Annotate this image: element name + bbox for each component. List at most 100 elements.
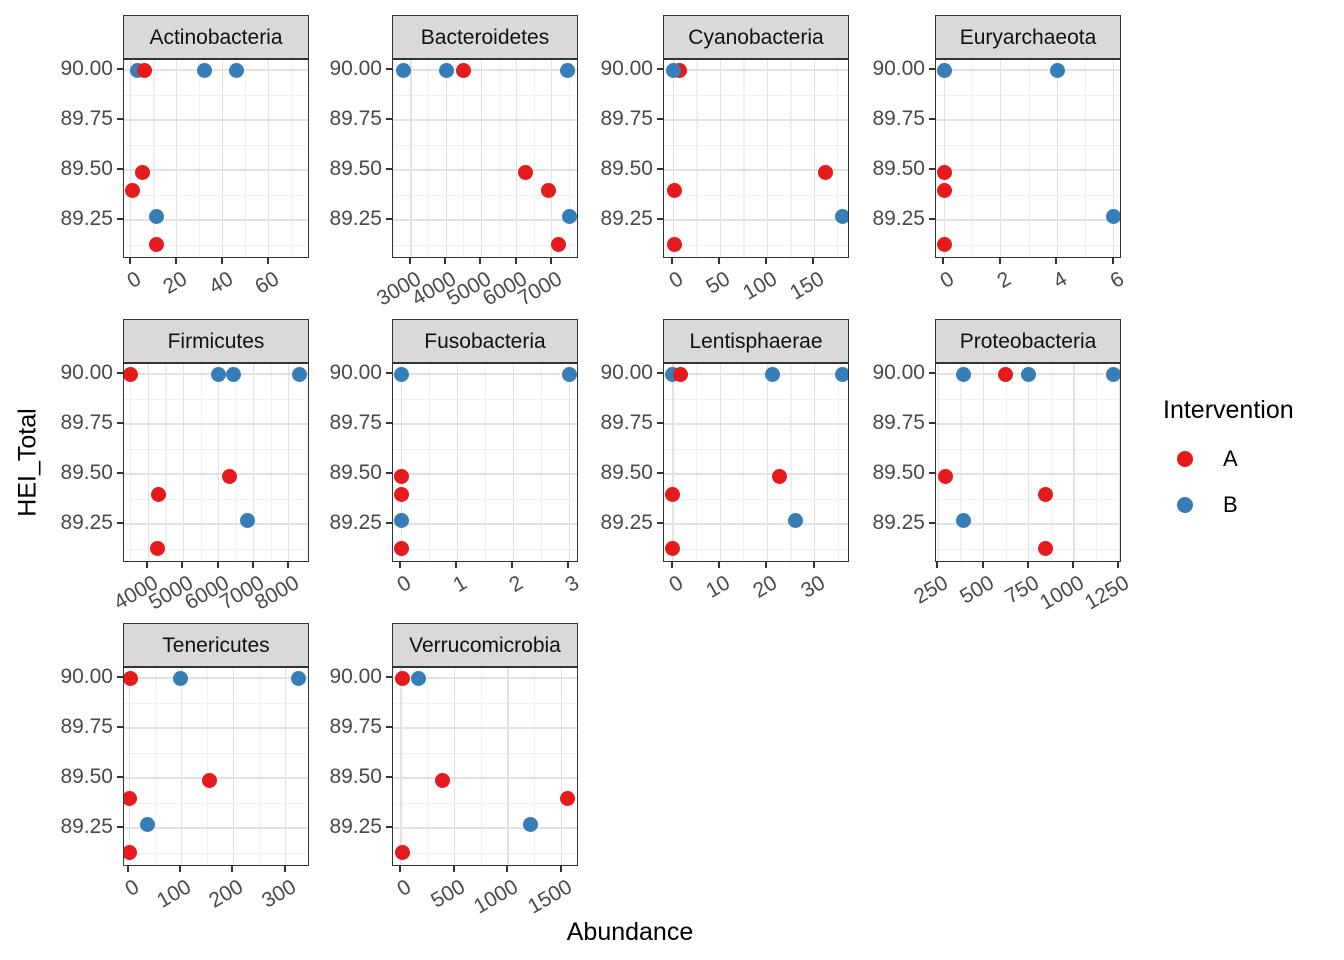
x-tick-mark bbox=[179, 866, 182, 872]
gridline bbox=[393, 827, 577, 829]
gridline bbox=[410, 60, 412, 257]
y-tick-label: 89.75 bbox=[600, 107, 653, 130]
data-point bbox=[240, 512, 256, 528]
gridline bbox=[813, 364, 816, 561]
gridline bbox=[258, 668, 261, 865]
facet-title: Verrucomicrobia bbox=[409, 633, 561, 657]
data-point bbox=[936, 62, 952, 78]
gridline bbox=[393, 119, 577, 121]
gridline bbox=[124, 144, 308, 146]
gridline bbox=[696, 60, 698, 257]
data-point bbox=[393, 486, 409, 502]
gridline bbox=[165, 364, 167, 561]
y-tick-mark bbox=[657, 218, 663, 220]
gridline bbox=[456, 364, 458, 561]
gridline bbox=[393, 169, 577, 171]
gridline bbox=[393, 852, 577, 854]
gridline bbox=[124, 827, 308, 829]
y-tick-mark bbox=[117, 422, 123, 424]
gridline bbox=[393, 677, 577, 679]
data-point bbox=[1037, 540, 1053, 556]
facet-panel bbox=[663, 363, 849, 562]
y-tick-label: 90.00 bbox=[60, 361, 113, 384]
facet-title: Proteobacteria bbox=[959, 329, 1097, 353]
gridline bbox=[568, 364, 571, 561]
y-tick-label: 89.50 bbox=[600, 157, 653, 180]
gridline bbox=[936, 94, 1120, 96]
gridline bbox=[743, 364, 745, 561]
x-tick-mark bbox=[181, 562, 184, 568]
data-point bbox=[771, 468, 787, 484]
gridline bbox=[393, 523, 577, 525]
data-point bbox=[1049, 62, 1065, 78]
gridline bbox=[200, 364, 202, 561]
x-tick-mark bbox=[266, 258, 269, 264]
y-tick-mark bbox=[386, 776, 392, 778]
gridline bbox=[1050, 364, 1053, 561]
y-tick-label: 90.00 bbox=[60, 665, 113, 688]
facet-title: Actinobacteria bbox=[149, 25, 283, 49]
gridline bbox=[393, 702, 577, 704]
data-point bbox=[229, 62, 245, 78]
gridline bbox=[199, 60, 201, 257]
gridline bbox=[268, 60, 270, 257]
facet-title: Tenericutes bbox=[162, 633, 270, 657]
x-tick-mark bbox=[765, 258, 768, 264]
y-tick-mark bbox=[117, 472, 123, 474]
gridline bbox=[393, 144, 577, 146]
gridline bbox=[124, 802, 308, 804]
data-point bbox=[291, 670, 307, 686]
gridline bbox=[453, 668, 456, 865]
x-tick-mark bbox=[506, 866, 509, 872]
y-tick-label: 89.25 bbox=[600, 207, 653, 230]
y-tick-mark bbox=[386, 168, 392, 170]
data-point bbox=[665, 486, 681, 502]
data-point bbox=[835, 366, 848, 382]
gridline bbox=[664, 473, 848, 475]
facet-panel bbox=[935, 59, 1121, 258]
y-tick-mark bbox=[386, 68, 392, 70]
gridline bbox=[235, 364, 237, 561]
gridline bbox=[1000, 60, 1002, 257]
x-tick-mark bbox=[283, 866, 286, 872]
legend-label-a: A bbox=[1223, 446, 1238, 471]
gridline bbox=[664, 523, 848, 525]
gridline bbox=[124, 752, 308, 754]
gridline bbox=[672, 60, 674, 257]
gridline bbox=[743, 60, 745, 257]
x-tick-mark bbox=[765, 562, 768, 568]
y-tick-label: 90.00 bbox=[329, 665, 382, 688]
y-tick-mark bbox=[117, 118, 123, 120]
x-tick-mark bbox=[231, 866, 234, 872]
gridline bbox=[790, 60, 792, 257]
data-point bbox=[560, 62, 576, 78]
y-tick-mark bbox=[386, 522, 392, 524]
data-point bbox=[936, 236, 952, 252]
gridline bbox=[664, 119, 848, 121]
y-tick-mark bbox=[117, 776, 123, 778]
gridline bbox=[130, 364, 132, 561]
gridline bbox=[936, 244, 1120, 246]
y-tick-mark bbox=[929, 522, 935, 524]
x-tick-mark bbox=[251, 562, 254, 568]
gridline bbox=[664, 94, 848, 96]
data-point bbox=[202, 772, 218, 788]
gridline bbox=[936, 398, 1120, 400]
gridline bbox=[305, 364, 308, 561]
y-tick-label: 89.25 bbox=[329, 207, 382, 230]
y-tick-mark bbox=[657, 472, 663, 474]
facet-title: Fusobacteria bbox=[424, 329, 546, 353]
gridline bbox=[507, 668, 509, 865]
data-point bbox=[666, 236, 682, 252]
x-tick-mark bbox=[942, 258, 945, 264]
gridline bbox=[484, 364, 487, 561]
y-tick-label: 89.75 bbox=[329, 411, 382, 434]
y-tick-mark bbox=[657, 372, 663, 374]
legend-title: Intervention bbox=[1163, 396, 1294, 424]
gridline bbox=[936, 169, 1120, 171]
gridline bbox=[664, 194, 848, 196]
gridline bbox=[837, 60, 839, 257]
legend-key-a-icon bbox=[1177, 451, 1193, 467]
gridline bbox=[664, 219, 848, 221]
data-point bbox=[124, 182, 140, 198]
